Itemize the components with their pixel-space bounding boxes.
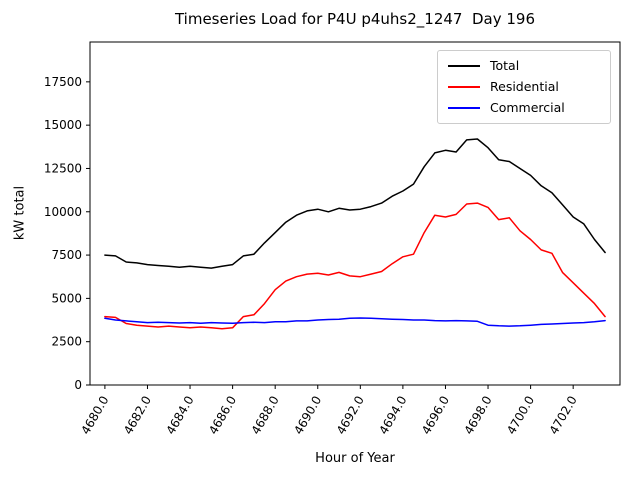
x-tick-label: 4682.0 bbox=[121, 394, 154, 437]
y-tick-label: 0 bbox=[74, 378, 82, 392]
legend-label-commercial: Commercial bbox=[490, 100, 565, 115]
y-tick-label: 15000 bbox=[44, 118, 82, 132]
series-line-commercial bbox=[104, 317, 606, 327]
total-line-swatch bbox=[448, 65, 480, 67]
x-tick-label: 4698.0 bbox=[462, 393, 495, 436]
series-line-total bbox=[104, 138, 606, 269]
residential-line-swatch bbox=[448, 86, 480, 88]
x-tick-label: 4690.0 bbox=[291, 394, 324, 437]
y-tick-label: 5000 bbox=[51, 291, 82, 305]
y-tick-label: 17500 bbox=[44, 75, 82, 89]
y-tick-label: 10000 bbox=[44, 205, 82, 219]
y-tick-label: 12500 bbox=[44, 161, 82, 175]
x-tick-label: 4688.0 bbox=[249, 394, 282, 437]
x-tick-label: 4686.0 bbox=[206, 394, 239, 437]
legend-label-total: Total bbox=[490, 58, 520, 73]
y-tick-label: 7500 bbox=[51, 248, 82, 262]
commercial-line-swatch bbox=[448, 107, 480, 109]
legend-item-residential: Residential bbox=[448, 80, 600, 94]
chart-title: Timeseries Load for P4U p4uhs2_1247 Day … bbox=[174, 10, 536, 28]
x-tick-label: 4680.0 bbox=[78, 394, 111, 437]
x-tick-label: 4694.0 bbox=[376, 394, 409, 437]
x-tick-label: 4684.0 bbox=[164, 394, 197, 437]
x-axis-label: Hour of Year bbox=[315, 451, 395, 466]
x-tick-label: 4700.0 bbox=[504, 394, 537, 437]
x-tick-label: 4692.0 bbox=[334, 394, 367, 437]
series-line-residential bbox=[104, 202, 606, 330]
legend-item-commercial: Commercial bbox=[448, 101, 600, 115]
legend: Total Residential Commercial bbox=[437, 50, 611, 124]
y-axis-label: kW total bbox=[12, 185, 28, 241]
y-tick-label: 2500 bbox=[51, 335, 82, 349]
legend-label-residential: Residential bbox=[490, 79, 559, 94]
x-tick-label: 4696.0 bbox=[419, 394, 452, 437]
x-tick-label: 4702.0 bbox=[547, 394, 580, 437]
axes-frame bbox=[89, 41, 621, 386]
legend-item-total: Total bbox=[448, 59, 600, 73]
